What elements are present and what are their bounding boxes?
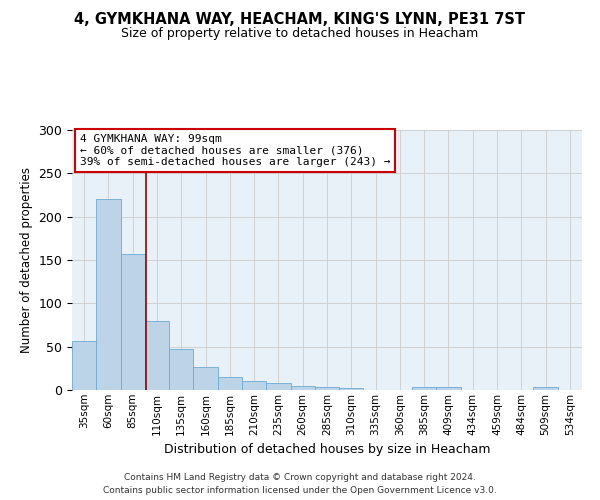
Bar [315,388,339,390]
Bar [145,320,169,390]
Bar [339,388,364,390]
Bar [266,383,290,390]
Text: Size of property relative to detached houses in Heacham: Size of property relative to detached ho… [121,28,479,40]
Bar [96,200,121,390]
Bar [169,350,193,390]
Bar [121,254,145,390]
Bar [193,368,218,390]
Text: 4, GYMKHANA WAY, HEACHAM, KING'S LYNN, PE31 7ST: 4, GYMKHANA WAY, HEACHAM, KING'S LYNN, P… [74,12,526,28]
Text: Contains public sector information licensed under the Open Government Licence v3: Contains public sector information licen… [103,486,497,495]
Bar [290,386,315,390]
Y-axis label: Number of detached properties: Number of detached properties [20,167,33,353]
Text: 4 GYMKHANA WAY: 99sqm
← 60% of detached houses are smaller (376)
39% of semi-det: 4 GYMKHANA WAY: 99sqm ← 60% of detached … [80,134,390,167]
Bar [242,382,266,390]
Bar [218,377,242,390]
X-axis label: Distribution of detached houses by size in Heacham: Distribution of detached houses by size … [164,443,490,456]
Bar [436,388,461,390]
Bar [72,340,96,390]
Bar [533,388,558,390]
Bar [412,388,436,390]
Text: Contains HM Land Registry data © Crown copyright and database right 2024.: Contains HM Land Registry data © Crown c… [124,474,476,482]
